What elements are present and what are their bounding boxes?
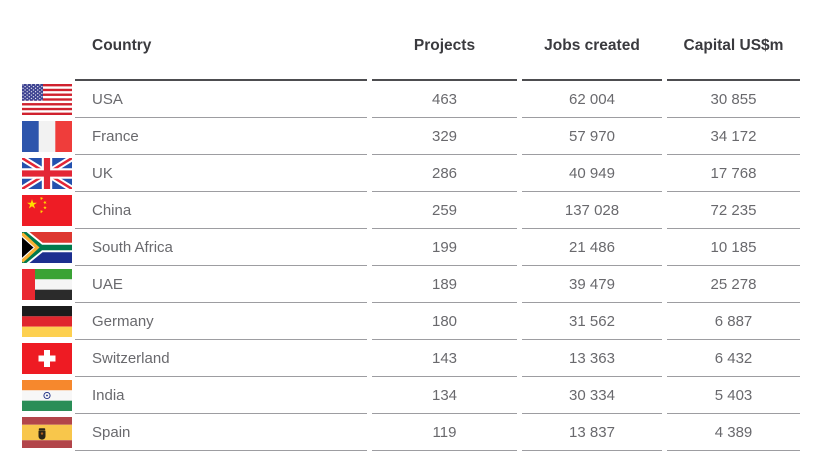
france-flag-icon [22, 121, 72, 152]
jobs-created-cell: 57 970 [522, 118, 662, 155]
country-cell: Germany [75, 303, 367, 340]
capital-cell: 10 185 [667, 229, 800, 266]
uae-flag-icon [22, 269, 72, 300]
jobs-created-cell: 13 837 [522, 414, 662, 451]
jobs-created-cell: 62 004 [522, 81, 662, 118]
table-row-switzerland: Switzerland 143 13 363 6 432 [75, 340, 800, 377]
projects-cell: 134 [372, 377, 517, 414]
projects-cell: 199 [372, 229, 517, 266]
projects-cell: 259 [372, 192, 517, 229]
country-cell: China [75, 192, 367, 229]
jobs-created-cell: 39 479 [522, 266, 662, 303]
country-cell: India [75, 377, 367, 414]
table-row-france: France 329 57 970 34 172 [75, 118, 800, 155]
table-row-south-africa: South Africa 199 21 486 10 185 [75, 229, 800, 266]
column-header-country: Country [75, 0, 367, 81]
jobs-created-cell: 40 949 [522, 155, 662, 192]
projects-cell: 180 [372, 303, 517, 340]
table-row-germany: Germany 180 31 562 6 887 [75, 303, 800, 340]
table-row-uk: UK 286 40 949 17 768 [75, 155, 800, 192]
india-flag-icon [22, 380, 72, 411]
projects-cell: 189 [372, 266, 517, 303]
spain-flag-icon [22, 417, 72, 448]
usa-flag-icon [22, 84, 72, 115]
column-header-jobs-created: Jobs created [522, 0, 662, 81]
table-row-india: India 134 30 334 5 403 [75, 377, 800, 414]
capital-cell: 4 389 [667, 414, 800, 451]
capital-cell: 34 172 [667, 118, 800, 155]
projects-cell: 286 [372, 155, 517, 192]
projects-cell: 143 [372, 340, 517, 377]
table-row-spain: Spain 119 13 837 4 389 [75, 414, 800, 451]
capital-cell: 6 887 [667, 303, 800, 340]
jobs-created-cell: 31 562 [522, 303, 662, 340]
table-row-china: China 259 137 028 72 235 [75, 192, 800, 229]
china-flag-icon [22, 195, 72, 226]
table-row-uae: UAE 189 39 479 25 278 [75, 266, 800, 303]
jobs-created-cell: 137 028 [522, 192, 662, 229]
flag-column [0, 0, 75, 471]
table-body: USA 463 62 004 30 855 France 329 57 970 … [75, 81, 800, 451]
capital-cell: 17 768 [667, 155, 800, 192]
country-cell: France [75, 118, 367, 155]
capital-cell: 30 855 [667, 81, 800, 118]
country-cell: Spain [75, 414, 367, 451]
capital-cell: 25 278 [667, 266, 800, 303]
country-cell: South Africa [75, 229, 367, 266]
projects-cell: 329 [372, 118, 517, 155]
header-row: Country Projects Jobs created Capital US… [75, 0, 800, 81]
country-cell: Switzerland [75, 340, 367, 377]
table-header: Country Projects Jobs created Capital US… [75, 0, 800, 81]
country-cell: UAE [75, 266, 367, 303]
uk-flag-icon [22, 158, 72, 189]
country-cell: USA [75, 81, 367, 118]
south-africa-flag-icon [22, 232, 72, 263]
capital-cell: 5 403 [667, 377, 800, 414]
switzerland-flag-icon [22, 343, 72, 374]
country-data-table: Country Projects Jobs created Capital US… [70, 0, 805, 451]
capital-cell: 6 432 [667, 340, 800, 377]
column-header-capital: Capital US$m [667, 0, 800, 81]
jobs-created-cell: 21 486 [522, 229, 662, 266]
germany-flag-icon [22, 306, 72, 337]
projects-cell: 119 [372, 414, 517, 451]
jobs-created-cell: 13 363 [522, 340, 662, 377]
projects-cell: 463 [372, 81, 517, 118]
column-header-projects: Projects [372, 0, 517, 81]
country-cell: UK [75, 155, 367, 192]
jobs-created-cell: 30 334 [522, 377, 662, 414]
capital-cell: 72 235 [667, 192, 800, 229]
table-row-usa: USA 463 62 004 30 855 [75, 81, 800, 118]
